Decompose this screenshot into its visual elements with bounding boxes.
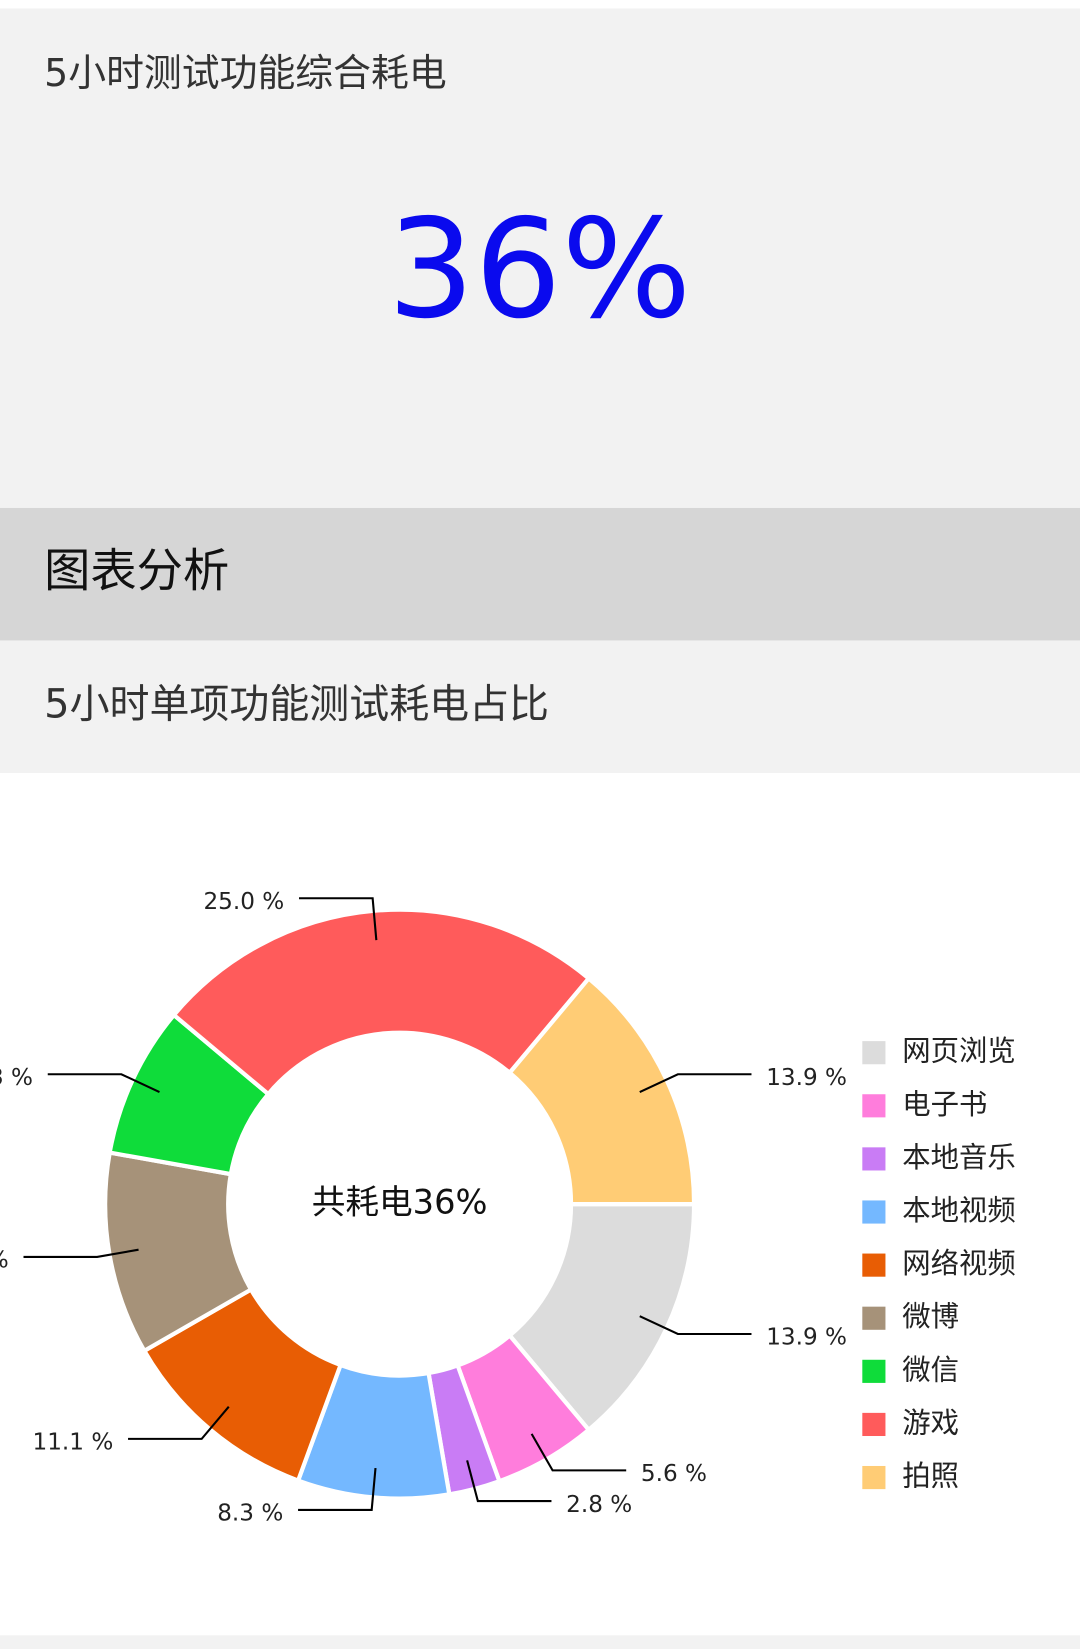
legend-swatch bbox=[862, 1412, 886, 1437]
leader-line bbox=[530, 1433, 627, 1472]
footer-strip bbox=[0, 1635, 1080, 1649]
legend-swatch bbox=[862, 1094, 886, 1118]
section-title: 图表分析 bbox=[44, 544, 229, 598]
slice-label: 25.0 % bbox=[203, 889, 284, 915]
slice-label: 13.9 % bbox=[766, 1325, 847, 1351]
slice-label: 8.3 % bbox=[217, 1501, 283, 1527]
center-text: 共耗电36% bbox=[312, 1183, 488, 1222]
slice-label: 11.1 % bbox=[0, 1248, 9, 1274]
summary-value: 36% bbox=[388, 190, 692, 349]
pie-slice bbox=[170, 907, 592, 1097]
slice-label: 5.6 % bbox=[641, 1461, 707, 1487]
legend-swatch bbox=[862, 1465, 886, 1490]
slice-label: 13.9 % bbox=[766, 1065, 847, 1091]
section-bar bbox=[0, 507, 1080, 641]
legend-swatch bbox=[862, 1359, 886, 1383]
pie-slice bbox=[506, 975, 697, 1207]
legend-label: 网页浏览 bbox=[902, 1035, 1016, 1068]
donut-chart: 13.9 % 5.6 % 2.8 % 8.3 % 11.1 % 11.1 % 8.3 % 25… bbox=[0, 889, 1016, 1527]
leader-line bbox=[47, 1073, 160, 1094]
leader-line bbox=[639, 1073, 752, 1094]
legend-swatch bbox=[862, 1200, 886, 1224]
legend-swatch bbox=[862, 1253, 886, 1277]
slice-label: 8.3 % bbox=[0, 1065, 33, 1091]
leader-line bbox=[466, 1460, 552, 1503]
legend-label: 本地音乐 bbox=[902, 1141, 1016, 1174]
legend-label: 微信 bbox=[902, 1353, 959, 1386]
slice-label: 2.8 % bbox=[566, 1492, 632, 1518]
legend-label: 本地视频 bbox=[902, 1194, 1016, 1227]
legend-label: 游戏 bbox=[902, 1406, 959, 1439]
legend-label: 电子书 bbox=[902, 1088, 987, 1121]
legend-swatch bbox=[862, 1306, 886, 1330]
legend-swatch bbox=[862, 1147, 886, 1171]
chart-title: 5小时单项功能测试耗电占比 bbox=[44, 682, 549, 728]
summary-title: 5小时测试功能综合耗电 bbox=[44, 51, 447, 95]
leader-line bbox=[128, 1406, 230, 1440]
chart-header bbox=[0, 640, 1080, 773]
legend-label: 拍照 bbox=[902, 1460, 959, 1493]
legend-swatch bbox=[862, 1041, 886, 1065]
legend-label: 网络视频 bbox=[902, 1247, 1016, 1280]
summary-card bbox=[0, 8, 1080, 508]
legend-label: 微博 bbox=[902, 1300, 959, 1333]
leader-line bbox=[23, 1248, 139, 1258]
slice-label: 11.1 % bbox=[32, 1430, 113, 1456]
leader-line bbox=[299, 897, 378, 941]
leader-line bbox=[298, 1467, 377, 1511]
leader-line bbox=[639, 1315, 752, 1336]
